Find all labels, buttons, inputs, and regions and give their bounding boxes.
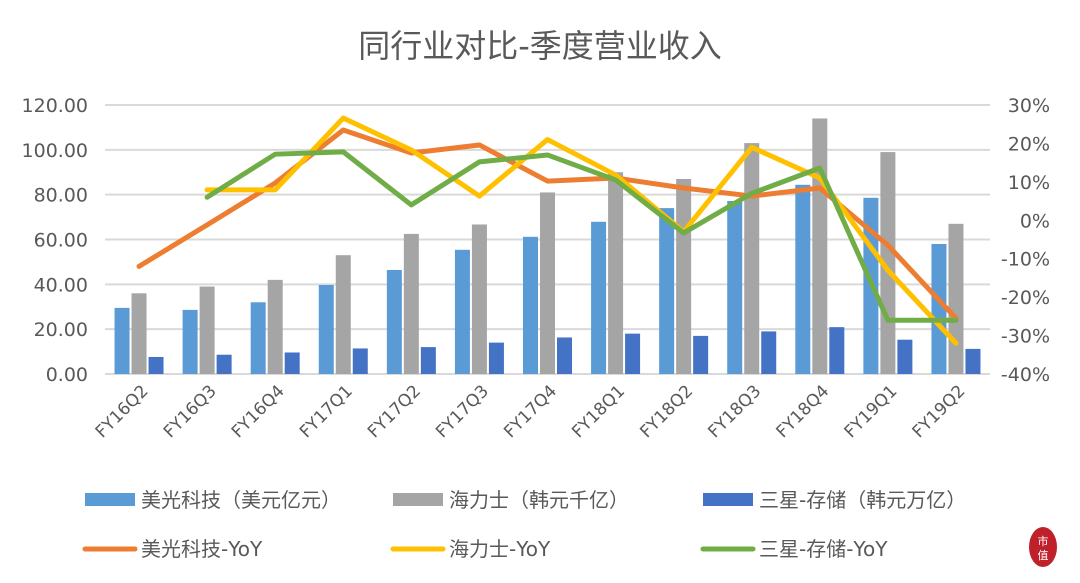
bar-1-FY17Q2 — [403, 233, 419, 374]
legend-label: 三星-存储-YoY — [759, 537, 888, 561]
bar-1-FY17Q1 — [335, 255, 351, 374]
bar-2-FY17Q1 — [352, 348, 368, 374]
right-tick-label: 0% — [1020, 210, 1050, 232]
left-tick-label: 20.00 — [34, 319, 88, 341]
bar-0-FY16Q3 — [182, 309, 198, 374]
seal-logo: 市 值 — [1029, 527, 1057, 567]
left-tick-label: 60.00 — [34, 230, 88, 252]
legend-label: 美光科技-YoY — [141, 537, 263, 561]
bar-2-FY16Q3 — [216, 354, 232, 374]
legend-label: 三星-存储（韩元万亿） — [759, 488, 966, 512]
bar-2-FY17Q2 — [420, 347, 436, 374]
right-tick-label: 20% — [1008, 133, 1050, 155]
bar-2-FY18Q3 — [761, 331, 777, 374]
bar-2-FY19Q1 — [897, 339, 913, 374]
lines — [136, 115, 959, 346]
right-axis: -40% -30% -20% -10% 0% 10% 20% 30% — [1001, 95, 1050, 386]
legend-label: 海力士（韩元千亿） — [449, 488, 629, 512]
bar-2-FY19Q2 — [965, 348, 981, 374]
right-tick-label: -40% — [1001, 364, 1050, 386]
right-tick-label: 30% — [1008, 95, 1050, 117]
left-axis: 0.00 20.00 40.00 60.00 80.00 100.00 120.00 — [22, 95, 88, 386]
bar-1-FY16Q2 — [131, 293, 147, 374]
category-axis: FY16Q2 FY16Q3 FY16Q4 FY17Q1 FY17Q2 FY17Q3 FY17… — [92, 381, 970, 442]
bar-1-FY18Q1 — [608, 172, 624, 374]
category-label: FY17Q2 — [364, 381, 425, 442]
bar-1-FY18Q2 — [676, 178, 692, 374]
bar-0-FY18Q4 — [795, 184, 811, 374]
category-label: FY16Q4 — [228, 381, 289, 442]
legend-swatch — [85, 493, 135, 506]
right-tick-label: 10% — [1008, 172, 1050, 194]
bar-2-FY17Q3 — [488, 342, 504, 374]
right-tick-label: -20% — [1001, 287, 1050, 309]
yoy-line-0 — [136, 127, 959, 321]
bar-2-FY18Q2 — [693, 335, 709, 374]
bar-1-FY18Q4 — [812, 118, 828, 374]
bar-0-FY17Q1 — [318, 285, 334, 374]
legend: 美光科技（美元亿元） 海力士（韩元千亿） 三星-存储（韩元万亿） 美光科技-YoY 海力… — [82, 488, 966, 561]
category-label: FY19Q1 — [841, 381, 902, 442]
legend-label: 美光科技（美元亿元） — [141, 488, 341, 512]
bar-0-FY17Q3 — [454, 249, 470, 374]
bar-1-FY19Q2 — [948, 223, 964, 374]
right-tick-label: -30% — [1001, 326, 1050, 348]
bar-2-FY18Q1 — [625, 333, 641, 374]
bar-0-FY18Q2 — [659, 208, 675, 374]
bar-1-FY17Q4 — [540, 192, 555, 374]
category-label: FY17Q3 — [432, 381, 493, 442]
legend-swatch — [393, 493, 443, 506]
bar-1-FY16Q3 — [199, 286, 215, 374]
bar-0-FY18Q1 — [591, 221, 607, 374]
legend-swatch — [703, 493, 753, 506]
category-label: FY18Q2 — [636, 381, 697, 442]
bar-0-FY17Q4 — [523, 236, 538, 374]
bars — [114, 118, 981, 374]
bar-2-FY18Q4 — [829, 327, 845, 374]
svg-text:值: 值 — [1038, 549, 1049, 562]
left-tick-label: 80.00 — [34, 185, 88, 207]
bar-1-FY17Q3 — [471, 224, 487, 374]
category-label: FY17Q4 — [500, 381, 561, 442]
category-label: FY19Q2 — [909, 381, 970, 442]
left-tick-label: 100.00 — [22, 140, 88, 162]
bar-2-FY16Q2 — [148, 356, 164, 374]
legend-label: 海力士-YoY — [449, 537, 551, 561]
yoy-line-2 — [204, 149, 959, 323]
right-tick-label: -10% — [1001, 249, 1050, 271]
bar-0-FY18Q3 — [727, 200, 743, 374]
category-label: FY18Q1 — [568, 381, 629, 442]
bar-0-FY19Q2 — [931, 243, 947, 374]
bar-0-FY16Q2 — [114, 307, 130, 374]
category-label: FY16Q2 — [92, 381, 153, 442]
svg-text:市: 市 — [1038, 534, 1049, 548]
chart-title: 同行业对比-季度营业收入 — [358, 27, 722, 65]
left-tick-label: 0.00 — [46, 364, 88, 386]
category-label: FY18Q4 — [773, 381, 834, 442]
left-tick-label: 120.00 — [22, 95, 88, 117]
bar-1-FY16Q4 — [267, 279, 283, 374]
category-label: FY16Q3 — [160, 381, 221, 442]
bar-1-FY18Q3 — [744, 143, 760, 374]
left-tick-label: 40.00 — [34, 274, 88, 296]
category-label: FY18Q3 — [704, 381, 765, 442]
category-label: FY17Q1 — [296, 381, 357, 442]
bar-0-FY17Q2 — [386, 269, 402, 374]
bar-2-FY17Q4 — [557, 337, 572, 374]
bar-0-FY16Q4 — [250, 302, 266, 374]
bar-2-FY16Q4 — [284, 352, 300, 374]
